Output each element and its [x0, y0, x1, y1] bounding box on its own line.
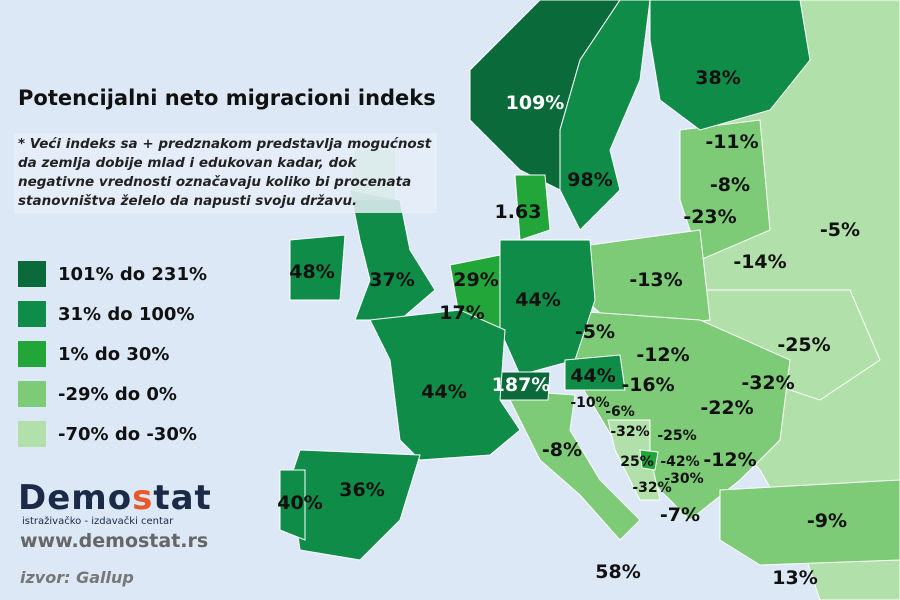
region-portugal: [279, 469, 306, 541]
label-belgium: 17%: [439, 302, 485, 324]
map-title: Potencijalni neto migracioni indeks: [18, 86, 436, 110]
label-finland: 38%: [695, 67, 741, 89]
label-croatia: -6%: [605, 404, 635, 420]
label-romania: -22%: [700, 397, 754, 419]
label-austria: 44%: [570, 365, 616, 387]
region-bosnia-albania: [607, 419, 661, 501]
label-russia: -5%: [819, 219, 861, 241]
label-latvia: -8%: [709, 174, 751, 196]
label-montenegro: 25%: [620, 454, 654, 470]
region-france: [369, 309, 521, 461]
label-belarus: -14%: [733, 251, 787, 273]
legend-label: -29% do 0%: [58, 383, 177, 405]
legend-label: 101% do 231%: [58, 263, 208, 285]
map-note: * Veći indeks sa + predznakom predstavlj…: [14, 133, 437, 213]
label-bulgaria: -12%: [703, 449, 757, 471]
legend-item: 101% do 231%: [18, 254, 207, 294]
region-denmark: [514, 174, 551, 241]
legend-item: 1% do 30%: [18, 334, 207, 374]
legend-swatch: [18, 301, 46, 327]
legend-swatch: [18, 421, 46, 447]
label-ireland: 48%: [289, 261, 335, 283]
source-text: izvor: Gallup: [20, 568, 134, 587]
label-spain: 36%: [339, 479, 385, 501]
label-czechia: -5%: [574, 321, 616, 343]
label-italy: -8%: [541, 439, 583, 461]
region-montenegro: [639, 449, 659, 471]
region-baltics-belarus: [679, 119, 771, 261]
label-switzerland: 187%: [491, 374, 551, 396]
legend-label: -70% do -30%: [58, 423, 197, 445]
label-cyprus: 13%: [772, 567, 818, 589]
label-sweden: 98%: [567, 169, 613, 191]
label-hungary: -16%: [621, 374, 675, 396]
label-portugal: 40%: [277, 492, 323, 514]
logo-tagline: istraživačko - izdavački centar: [22, 516, 174, 527]
label-poland: -13%: [629, 269, 683, 291]
region-austria: [564, 354, 626, 391]
label-lithuania: -23%: [683, 206, 737, 228]
label-uk: 37%: [369, 269, 415, 291]
label-germany: 44%: [515, 289, 561, 311]
legend-swatch: [18, 341, 46, 367]
region-finland: [649, 0, 811, 131]
label-albania: -32%: [632, 480, 672, 496]
legend-item: -70% do -30%: [18, 414, 207, 454]
legend-item: -29% do 0%: [18, 374, 207, 414]
label-slovakia: -12%: [636, 344, 690, 366]
label-macedonia: -30%: [664, 471, 704, 487]
label-kosovo: -42%: [660, 454, 700, 470]
demostat-logo: Demostat: [18, 478, 212, 518]
label-moldova: -32%: [741, 372, 795, 394]
label-slovenia: -10%: [570, 395, 610, 411]
legend-swatch: [18, 381, 46, 407]
label-estonia: -11%: [705, 131, 759, 153]
label-serbia: -25%: [657, 428, 697, 444]
label-turkey: -9%: [806, 510, 848, 532]
label-greece: -7%: [659, 504, 701, 526]
legend-label: 31% do 100%: [58, 303, 195, 325]
label-malta: 58%: [595, 561, 641, 583]
region-turkey: [719, 479, 900, 566]
region-sweden: [559, 0, 651, 231]
label-netherlands: 29%: [453, 269, 499, 291]
legend-item: 31% do 100%: [18, 294, 207, 334]
website-link[interactable]: www.demostat.rs: [20, 530, 209, 552]
legend-swatch: [18, 261, 46, 287]
region-italy: [504, 389, 641, 541]
label-bosnia: -32%: [610, 424, 650, 440]
legend-label: 1% do 30%: [58, 343, 170, 365]
region-ireland: [289, 234, 346, 301]
legend: 101% do 231% 31% do 100% 1% do 30% -29% …: [18, 254, 207, 454]
label-ukraine: -25%: [777, 334, 831, 356]
label-norway: 109%: [505, 92, 565, 114]
label-denmark: 1.63: [494, 201, 542, 223]
label-france: 44%: [421, 381, 467, 403]
